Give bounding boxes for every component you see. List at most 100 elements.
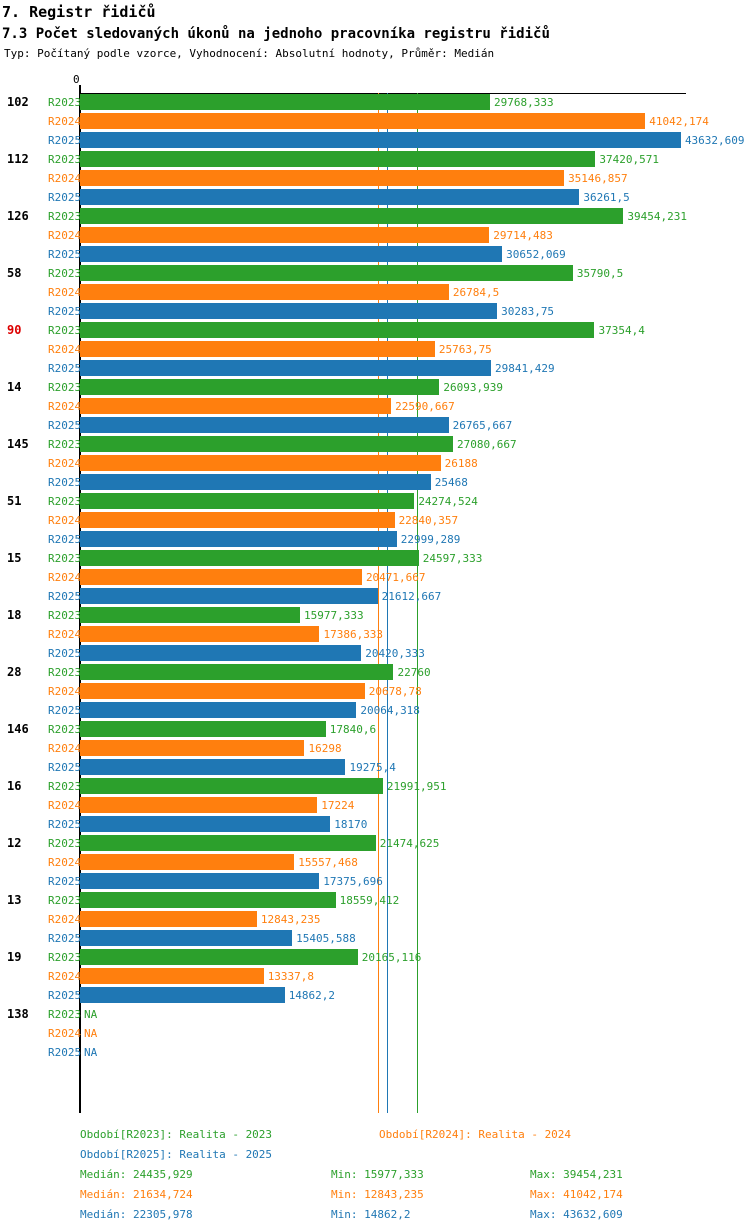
- bar-90-r2023: [80, 322, 595, 338]
- bar-row: R2024 17224: [0, 797, 750, 813]
- bar-13-r2023: [80, 892, 336, 908]
- stat-max-r2023: Max: 39454,231: [530, 1168, 623, 1181]
- bar-row: R2025 25468: [0, 474, 750, 490]
- value-label: 30652,069: [506, 247, 566, 261]
- value-label: 35146,857: [568, 171, 628, 185]
- group-label-51: 51: [7, 494, 22, 508]
- series-label-r2023: R2023: [48, 209, 82, 223]
- bar-112-r2024: [80, 170, 565, 186]
- series-label-r2023: R2023: [48, 437, 82, 451]
- group-label-138: 138: [7, 1007, 29, 1021]
- value-label: 37420,571: [599, 152, 659, 166]
- value-label: 26093,939: [443, 380, 503, 394]
- series-label-r2025: R2025: [48, 190, 82, 204]
- group-label-146: 146: [7, 722, 29, 736]
- bar-group-51: 51 R2023 24274,524 R2024 22840,357 R2025 22999…: [0, 493, 750, 547]
- value-label: 22999,289: [400, 532, 461, 546]
- series-label-r2023: R2023: [48, 95, 82, 109]
- bar-row: R2024 NA: [0, 1025, 750, 1041]
- bar-row: R2025 22999,289: [0, 531, 750, 547]
- bar-group-126: 126 R2023 39454,231 R2024 29714,483 R2025 3065…: [0, 208, 750, 262]
- value-label: NA: [84, 1045, 98, 1059]
- series-label-r2024: R2024: [48, 342, 82, 356]
- bar-28-r2025: [80, 702, 357, 718]
- series-label-r2025: R2025: [48, 703, 82, 717]
- series-label-r2024: R2024: [48, 285, 82, 299]
- value-label: 24597,333: [422, 551, 483, 565]
- bar-row: R2024 22590,667: [0, 398, 750, 414]
- group-label-13: 13: [7, 893, 22, 907]
- bar-group-14: 14 R2023 26093,939 R2024 22590,667 R2025 26765…: [0, 379, 750, 433]
- bar-28-r2023: [80, 664, 394, 680]
- bar-row: 90 R2023 37354,4: [0, 322, 750, 338]
- group-label-19: 19: [7, 950, 22, 964]
- bar-16-r2025: [80, 816, 331, 832]
- bar-112-r2025: [80, 189, 580, 205]
- bar-row: R2025 17375,696: [0, 873, 750, 889]
- bar-row: R2024 20678,78: [0, 683, 750, 699]
- group-label-15: 15: [7, 551, 22, 565]
- stats-row-r2023: Medián: 24435,929 Min: 15977,333 Max: 3945…: [80, 1168, 623, 1181]
- stat-min-r2023: Min: 15977,333: [331, 1168, 424, 1181]
- value-label: 18170: [334, 817, 368, 831]
- series-label-r2024: R2024: [48, 741, 82, 755]
- series-label-r2024: R2024: [48, 513, 82, 527]
- series-label-r2024: R2024: [48, 399, 82, 413]
- bar-group-28: 28 R2023 22760 R2024 20678,78 R2025 20064,318: [0, 664, 750, 718]
- bar-row: R2025 26765,667: [0, 417, 750, 433]
- median-line-r2024: [377, 93, 379, 1113]
- value-label: 24274,524: [418, 494, 478, 508]
- bar-group-145: 145 R2023 27080,667 R2024 26188 R2025 25468: [0, 436, 750, 490]
- bar-18-r2023: [80, 607, 301, 623]
- series-label-r2024: R2024: [48, 855, 82, 869]
- bar-19-r2023: [80, 949, 358, 965]
- bar-group-12: 12 R2023 21474,625 R2024 15557,468 R2025 17375…: [0, 835, 750, 889]
- bar-row: R2024 20471,667: [0, 569, 750, 585]
- bar-row: R2024 26784,5: [0, 284, 750, 300]
- series-label-r2023: R2023: [48, 494, 82, 508]
- bar-112-r2023: [80, 151, 596, 167]
- value-label: 26765,667: [452, 418, 513, 432]
- bar-90-r2025: [80, 360, 491, 376]
- bar-group-16: 16 R2023 21991,951 R2024 17224 R2025 18170: [0, 778, 750, 832]
- value-label: 35790,5: [576, 266, 624, 280]
- stats-row-r2024: Medián: 21634,724 Min: 12843,235 Max: 4104…: [80, 1188, 623, 1201]
- series-label-r2025: R2025: [48, 589, 82, 603]
- bar-row: 13 R2023 18559,412: [0, 892, 750, 908]
- bar-16-r2023: [80, 778, 383, 794]
- value-label: 25468: [434, 475, 468, 489]
- series-label-r2025: R2025: [48, 361, 82, 375]
- series-label-r2023: R2023: [48, 266, 82, 280]
- bar-row: 15 R2023 24597,333: [0, 550, 750, 566]
- series-label-r2025: R2025: [48, 988, 82, 1002]
- bar-13-r2024: [80, 911, 257, 927]
- median-line-r2023: [416, 93, 418, 1113]
- value-label: 20420,333: [365, 646, 425, 660]
- bar-146-r2024: [80, 740, 305, 756]
- bar-146-r2025: [80, 759, 346, 775]
- value-label: 22840,357: [398, 513, 459, 527]
- bar-row: R2025 36261,5: [0, 189, 750, 205]
- bar-102-r2025: [80, 132, 681, 148]
- value-label: 37354,4: [598, 323, 645, 337]
- series-label-r2024: R2024: [48, 171, 82, 185]
- x-axis-zero-tick: [79, 85, 81, 93]
- bar-group-90: 90 R2023 37354,4 R2024 25763,75 R2025 29841,42…: [0, 322, 750, 376]
- value-label: NA: [84, 1007, 98, 1021]
- bar-row: R2025 20064,318: [0, 702, 750, 718]
- series-label-r2025: R2025: [48, 760, 82, 774]
- stat-min-r2025: Min: 14862,2: [331, 1208, 411, 1221]
- series-label-r2023: R2023: [48, 665, 82, 679]
- series-label-r2023: R2023: [48, 950, 82, 964]
- bar-row: R2024 41042,174: [0, 113, 750, 129]
- stat-median-r2023: Medián: 24435,929: [80, 1168, 193, 1181]
- value-label: 13337,8: [267, 969, 315, 983]
- value-label: 20165,116: [361, 950, 422, 964]
- bar-18-r2024: [80, 626, 320, 642]
- bar-group-13: 13 R2023 18559,412 R2024 12843,235 R2025 15405…: [0, 892, 750, 946]
- series-label-r2023: R2023: [48, 152, 82, 166]
- series-label-r2024: R2024: [48, 456, 82, 470]
- chart-meta-line: Typ: Počítaný podle vzorce, Vyhodnocení:…: [4, 47, 495, 60]
- bar-row: R2025 18170: [0, 816, 750, 832]
